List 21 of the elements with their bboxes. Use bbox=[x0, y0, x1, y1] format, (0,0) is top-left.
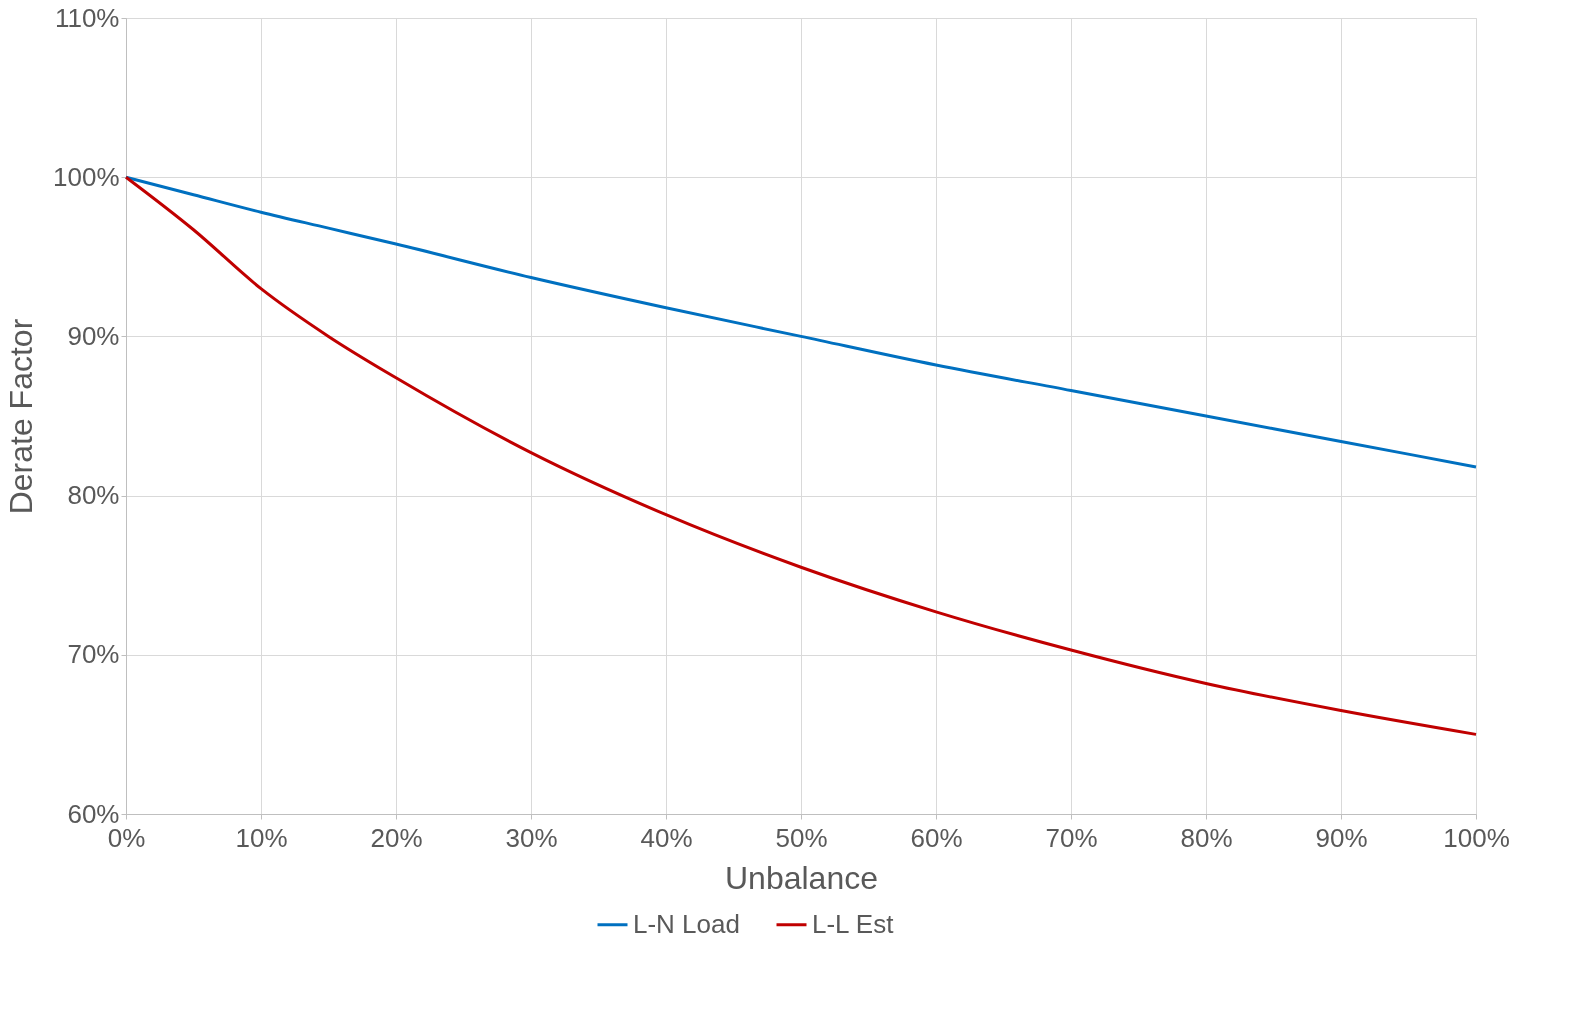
legend-label: L-N Load bbox=[633, 908, 740, 939]
line-series bbox=[124, 175, 1478, 736]
x-tick-label: 20% bbox=[370, 822, 423, 853]
x-tick-label: 70% bbox=[1045, 822, 1098, 853]
x-tick-label: 80% bbox=[1180, 822, 1233, 853]
legend-label: L-L Est bbox=[812, 908, 895, 939]
line-series bbox=[124, 175, 1478, 469]
x-axis-title: Unbalance bbox=[725, 859, 878, 896]
x-tick-label: 40% bbox=[640, 822, 693, 853]
y-tick-label: 80% bbox=[67, 480, 120, 511]
y-tick-label: 90% bbox=[67, 320, 120, 351]
y-tick-label: 100% bbox=[53, 161, 120, 192]
y-tick-label: 70% bbox=[67, 639, 120, 670]
y-tick-label: 110% bbox=[54, 2, 120, 33]
x-tick-label: 50% bbox=[775, 822, 828, 853]
x-tick-label: 90% bbox=[1315, 822, 1368, 853]
x-tick-label: 30% bbox=[505, 822, 558, 853]
x-tick-label: 10% bbox=[235, 822, 288, 853]
y-axis-title: Derate Factor bbox=[3, 318, 39, 515]
x-tick-label: 100% bbox=[1443, 822, 1510, 853]
x-tick-label: 60% bbox=[910, 822, 963, 853]
